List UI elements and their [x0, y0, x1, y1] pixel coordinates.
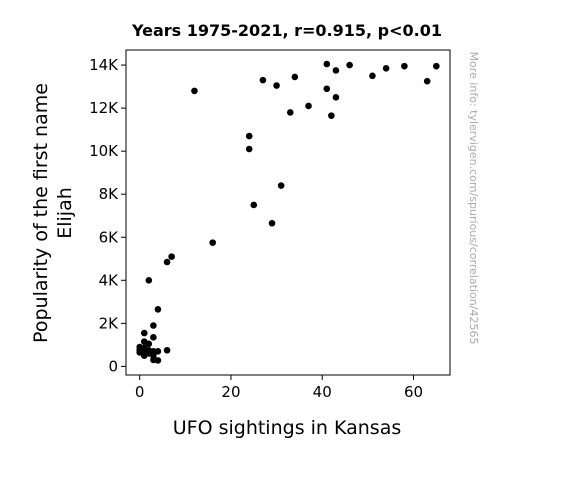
data-point [273, 82, 280, 89]
y-tick-label: 8K [99, 185, 120, 203]
data-point [154, 357, 162, 364]
data-point [163, 346, 171, 354]
data-point [154, 306, 162, 313]
data-point [209, 239, 217, 246]
data-point [154, 348, 162, 355]
data-point [145, 276, 153, 284]
data-point [168, 253, 175, 260]
y-tick-label: 4K [99, 271, 120, 289]
y-tick-label: 14K [89, 56, 119, 74]
y-tick-label: 2K [99, 314, 120, 332]
y-tick-label: 6K [99, 228, 120, 246]
data-point [286, 109, 294, 116]
y-tick-label: 10K [89, 142, 119, 160]
data-point [150, 334, 157, 341]
x-tick-label: 20 [221, 383, 240, 401]
x-tick-label: 0 [135, 383, 145, 401]
data-point [323, 60, 331, 68]
data-point [305, 102, 312, 110]
data-point [191, 87, 198, 95]
x-tick-label: 40 [313, 383, 332, 401]
data-point [291, 73, 299, 81]
y-axis-label-line-1: Popularity of the first name [30, 83, 52, 343]
x-tick-label: 60 [404, 383, 423, 401]
data-point [401, 62, 408, 70]
plot-frame [125, 49, 451, 376]
data-point [150, 322, 157, 329]
data-point [277, 182, 285, 189]
data-point [245, 132, 253, 140]
data-point [268, 219, 276, 227]
data-point [259, 76, 267, 84]
data-point [382, 64, 390, 72]
x-axis-label: UFO sightings in Kansas [173, 417, 402, 439]
watermark-text: More info: tylervigen.com/spurious/corre… [467, 52, 480, 345]
data-point [140, 329, 148, 337]
data-point [369, 72, 376, 80]
data-point [245, 145, 253, 153]
data-point [332, 94, 340, 101]
data-point [346, 61, 353, 69]
data-point [332, 67, 340, 74]
plot-area: 0 20 40 60 0 2K 4K 6K 8K 10K 12K 14K [89, 49, 451, 401]
data-point [145, 340, 153, 348]
data-point [423, 77, 431, 85]
data-point [433, 62, 440, 70]
data-point [250, 201, 258, 209]
y-axis-label-line-2: Elijah [54, 187, 76, 239]
chart-title: Years 1975-2021, r=0.915, p<0.01 [131, 21, 442, 40]
data-point [328, 112, 335, 119]
data-point [163, 258, 171, 266]
data-point [323, 85, 331, 93]
y-tick-label: 12K [89, 99, 119, 117]
y-tick-label: 0 [108, 357, 118, 375]
